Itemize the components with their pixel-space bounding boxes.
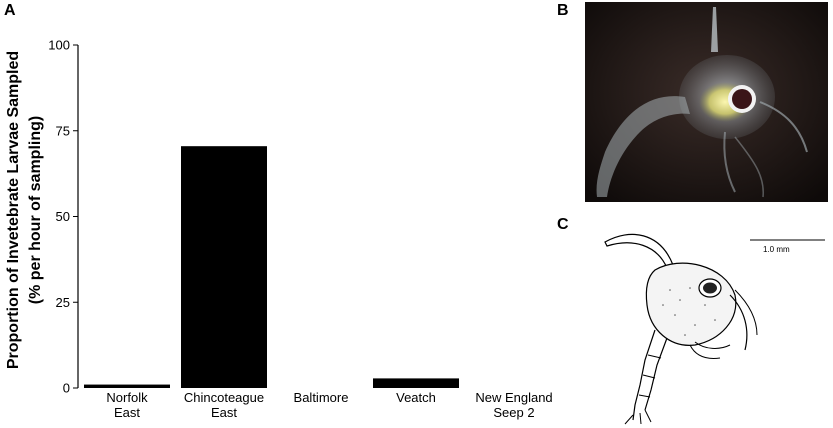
y-ticks: 0 25 50 75 100 xyxy=(48,38,78,396)
panel-label-c: C xyxy=(557,216,569,233)
panel-label-a: A xyxy=(4,2,16,19)
x-labels: Norfolk East Chincoteague East Baltimore Veat… xyxy=(106,390,552,420)
bar xyxy=(84,384,170,388)
y-axis-title-line: Proportion of Invetebrate Larvae Sampled xyxy=(5,51,22,369)
y-axis-title-line: (% per hour of sampling) xyxy=(27,116,44,304)
y-tick-label: 0 xyxy=(63,381,70,396)
x-category-label: Baltimore xyxy=(294,390,349,405)
x-category-label: Chincoteague East xyxy=(184,390,264,420)
larva-photo xyxy=(585,2,828,202)
y-tick-label: 100 xyxy=(48,38,70,53)
bar-chart: Proportion of Invetebrate Larvae Sampled… xyxy=(5,38,553,421)
y-tick-label: 75 xyxy=(56,123,70,138)
x-category-label: New England Seep 2 xyxy=(475,390,552,420)
y-axis-title: Proportion of Invetebrate Larvae Sampled… xyxy=(5,51,44,369)
bars xyxy=(84,146,459,388)
x-category-label: Veatch xyxy=(396,390,436,405)
bar xyxy=(181,146,267,388)
larva-drawing: 1.0 mm xyxy=(585,210,833,425)
scale-label: 1.0 mm xyxy=(763,245,790,254)
bar xyxy=(373,378,459,388)
y-tick-label: 25 xyxy=(56,295,70,310)
y-tick-label: 50 xyxy=(56,209,70,224)
x-category-label: Norfolk East xyxy=(106,390,148,420)
panel-label-b: B xyxy=(557,2,569,19)
